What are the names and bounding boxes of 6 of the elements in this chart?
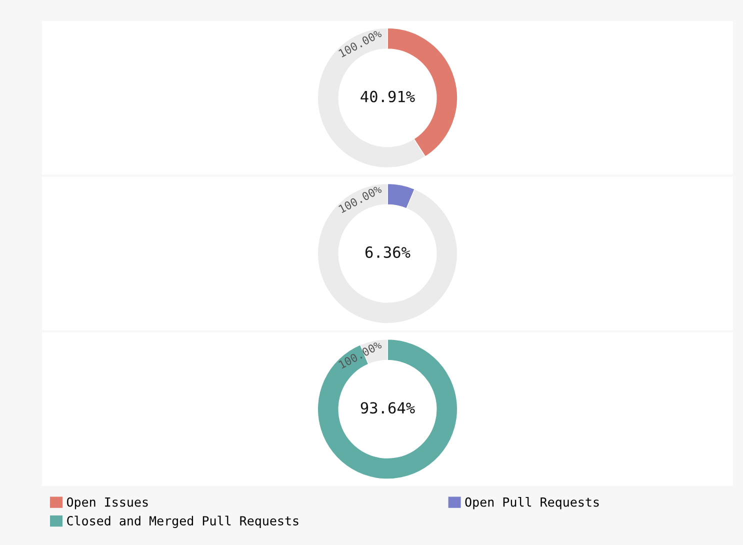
legend-label: Open Issues [66,497,148,510]
legend-label: Closed and Merged Pull Requests [67,516,298,528]
legend-label: Open Pull Requests [465,497,599,510]
data-label: 40.91% [360,90,415,102]
data-label: 93.64% [360,402,415,414]
data-label: 6.36% [366,246,410,258]
